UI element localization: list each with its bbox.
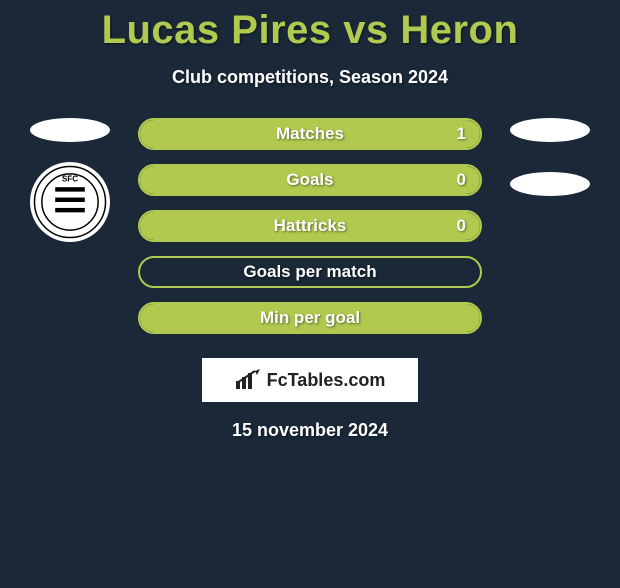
left-player-column: SFC (20, 118, 120, 242)
santos-badge-icon: SFC (33, 165, 107, 239)
svg-text:SFC: SFC (62, 174, 78, 183)
stat-row-goals: Goals 0 (138, 164, 482, 196)
right-country-flag-2 (510, 172, 590, 196)
page-title: Lucas Pires vs Heron (0, 8, 620, 53)
brand-box: FcTables.com (202, 358, 418, 402)
stat-label: Goals per match (243, 262, 376, 282)
left-country-flag (30, 118, 110, 142)
stats-area: SFC Matches 1 Goals 0 Hattricks 0 Goals … (0, 118, 620, 334)
stat-value: 0 (457, 170, 466, 190)
stat-label: Goals (286, 170, 333, 190)
stat-row-hattricks: Hattricks 0 (138, 210, 482, 242)
date-line: 15 november 2024 (0, 420, 620, 441)
brand-text: FcTables.com (267, 370, 386, 391)
stat-row-matches: Matches 1 (138, 118, 482, 150)
stat-bars: Matches 1 Goals 0 Hattricks 0 Goals per … (120, 118, 500, 334)
stat-row-min-per-goal: Min per goal (138, 302, 482, 334)
stat-value: 0 (457, 216, 466, 236)
stat-label: Matches (276, 124, 344, 144)
subtitle: Club competitions, Season 2024 (0, 67, 620, 88)
stat-label: Min per goal (260, 308, 360, 328)
stat-value: 1 (457, 124, 466, 144)
left-club-badge: SFC (30, 162, 110, 242)
right-country-flag-1 (510, 118, 590, 142)
stat-label: Hattricks (274, 216, 347, 236)
right-player-column (500, 118, 600, 196)
chart-icon (235, 369, 261, 391)
stat-row-goals-per-match: Goals per match (138, 256, 482, 288)
